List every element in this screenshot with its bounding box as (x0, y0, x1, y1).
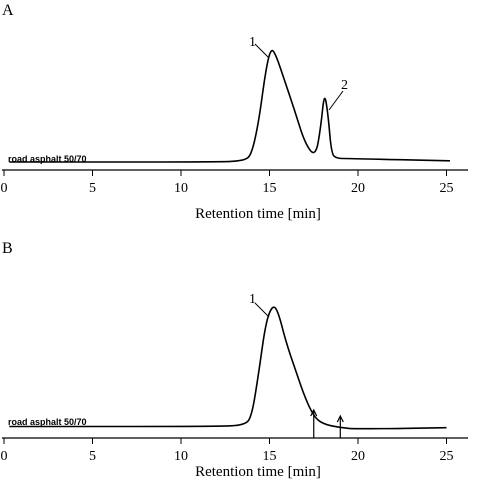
panel-a-series-label: road asphalt 50/70 (8, 154, 87, 164)
panel-b-peak-1-label: 1 (249, 292, 256, 307)
panel-b-letter: B (2, 240, 13, 257)
panel-a-peak-1-label: 1 (249, 35, 256, 50)
x-tick-label: 20 (351, 181, 365, 196)
x-tick-label: 25 (440, 181, 454, 196)
x-tick-label: 5 (89, 449, 96, 464)
x-tick-label: 0 (1, 449, 8, 464)
panel-a: A 0 5 10 15 20 25 Retention time [min] road a… (1, 2, 468, 222)
panel-a-series-line (9, 49, 451, 163)
panel-b-series-line (9, 306, 447, 430)
x-tick-label: 20 (351, 449, 365, 464)
panel-b-ticks: 0 5 10 15 20 25 (1, 438, 454, 464)
x-tick-label: 15 (263, 181, 277, 196)
panel-b-x-axis-title: Retention time [min] (195, 464, 321, 480)
panel-a-letter: A (2, 2, 14, 19)
panel-a-peak-2-label: 2 (341, 78, 348, 93)
x-tick-label: 5 (89, 181, 96, 196)
panel-a-peak-1-pointer (254, 43, 270, 59)
panel-a-peak-2-pointer (328, 90, 344, 111)
x-tick-label: 10 (174, 181, 188, 196)
panel-b-series-label: road asphalt 50/70 (8, 417, 87, 427)
x-tick-label: 15 (263, 449, 277, 464)
x-tick-label: 10 (174, 449, 188, 464)
panel-b-peak-1-pointer (254, 302, 270, 318)
x-tick-label: 0 (1, 181, 8, 196)
fraction-arrow-head (336, 414, 344, 423)
panel-a-ticks: 0 5 10 15 20 25 (1, 170, 454, 196)
x-tick-label: 25 (440, 449, 454, 464)
panel-b: B 0 5 10 15 20 25 Retention time [min] road a… (1, 240, 468, 480)
panel-b-fraction-arrows (310, 408, 344, 438)
panel-a-x-axis-title: Retention time [min] (195, 206, 321, 222)
fraction-arrow-head (310, 408, 318, 417)
